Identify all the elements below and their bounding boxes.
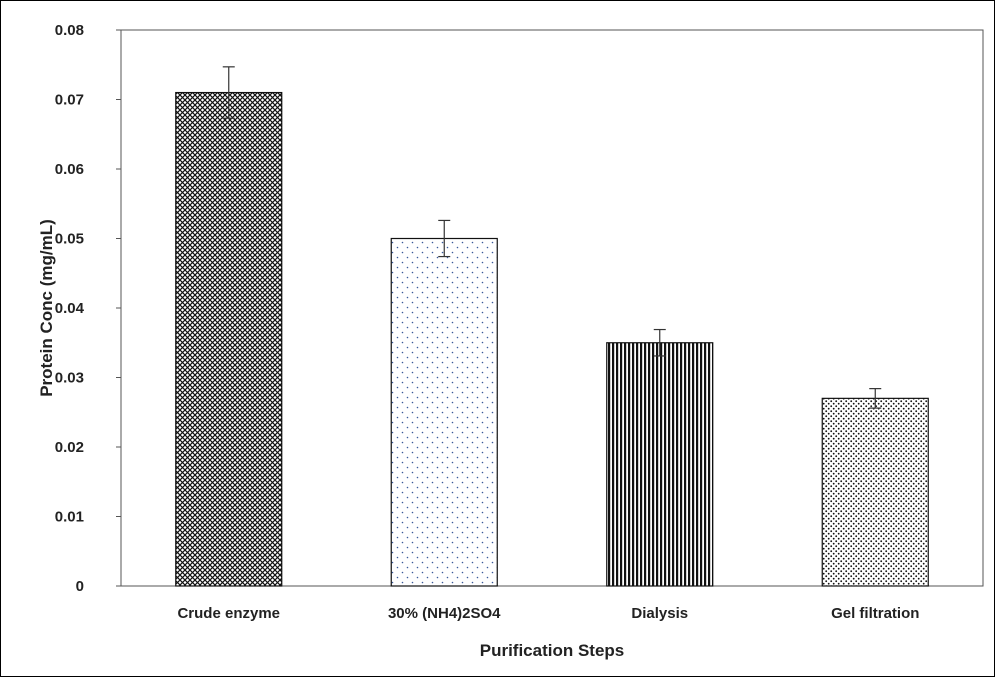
y-tick-label: 0.01 bbox=[55, 509, 84, 526]
x-tick-label: 30% (NH4)2SO4 bbox=[388, 605, 501, 622]
y-tick-label: 0.05 bbox=[55, 231, 84, 248]
x-axis-title: Purification Steps bbox=[480, 641, 625, 660]
x-tick-label: Dialysis bbox=[631, 605, 688, 622]
y-tick-label: 0.04 bbox=[55, 300, 85, 317]
y-axis-title: Protein Conc (mg/mL) bbox=[37, 219, 56, 397]
bar-gel-filtration bbox=[821, 397, 929, 587]
x-tick-label: Gel filtration bbox=[831, 605, 919, 622]
y-tick-label: 0.02 bbox=[55, 439, 84, 456]
bars bbox=[175, 91, 929, 587]
bar-30-nh4-2so4 bbox=[390, 237, 498, 587]
x-tick-label: Crude enzyme bbox=[177, 605, 280, 622]
y-axis: 0 0.01 0.02 0.03 0.04 0.05 0.06 0.07 0.08 bbox=[55, 22, 121, 595]
error-bars bbox=[222, 66, 882, 409]
y-tick-label: 0.08 bbox=[55, 22, 84, 39]
y-tick-label: 0.06 bbox=[55, 161, 84, 178]
bar-crude-enzyme bbox=[175, 91, 283, 587]
x-axis: Crude enzyme 30% (NH4)2SO4 Dialysis Gel fil… bbox=[177, 605, 919, 622]
y-tick-label: 0.03 bbox=[55, 370, 84, 387]
bar-dialysis bbox=[606, 342, 714, 587]
y-tick-label: 0.07 bbox=[55, 92, 84, 109]
y-tick-label: 0 bbox=[76, 578, 84, 595]
